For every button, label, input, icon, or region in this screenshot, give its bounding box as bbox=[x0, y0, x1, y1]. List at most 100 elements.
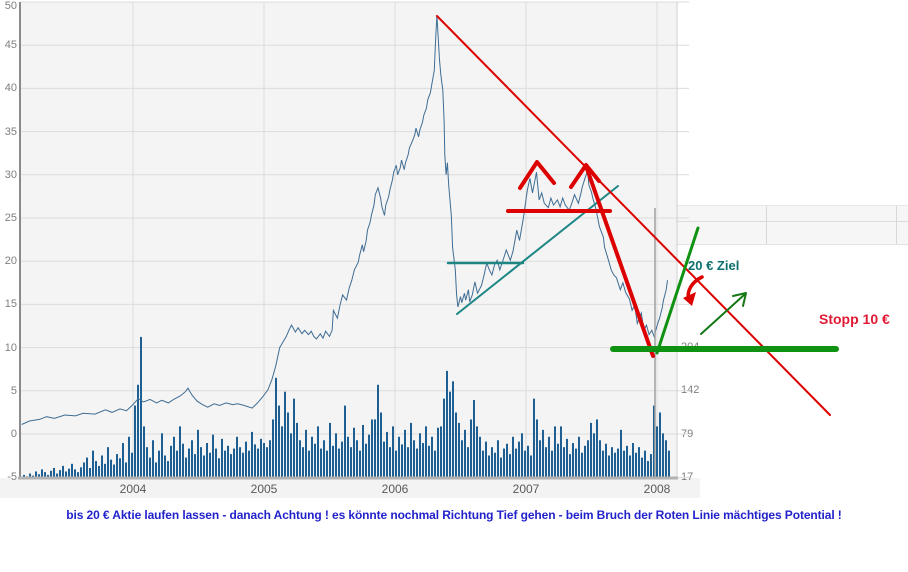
volume-bar bbox=[89, 467, 92, 478]
stop-loss-label: Stopp 10 € bbox=[819, 311, 890, 327]
y-axis-left-tick: 35 bbox=[4, 125, 17, 138]
gridlines bbox=[20, 1, 689, 478]
volume-bar bbox=[74, 469, 77, 478]
red-steep-line bbox=[584, 164, 655, 358]
volume-bar bbox=[313, 443, 316, 478]
volume-bar bbox=[185, 457, 188, 478]
volume-bar bbox=[490, 447, 493, 478]
volume-bar bbox=[251, 431, 254, 478]
volume-bar bbox=[484, 441, 487, 478]
volume-bar bbox=[385, 431, 388, 478]
volume-bar bbox=[487, 455, 490, 478]
volume-bar bbox=[370, 419, 373, 478]
volume-bar bbox=[248, 450, 251, 478]
y-axis-left-tick: 50 bbox=[4, 0, 17, 12]
volume-bar bbox=[343, 405, 346, 478]
volume-bar bbox=[493, 452, 496, 478]
volume-bar bbox=[565, 438, 568, 478]
volume-bar bbox=[526, 445, 529, 478]
volume-bar bbox=[146, 447, 149, 478]
volume-bar bbox=[155, 462, 158, 478]
teal-annotations bbox=[446, 185, 619, 315]
volume-bar bbox=[601, 450, 604, 478]
volume-bar bbox=[337, 448, 340, 478]
volume-bar bbox=[589, 422, 592, 478]
volume-bar bbox=[547, 436, 550, 478]
volume-bar bbox=[131, 452, 134, 478]
volume-bar bbox=[47, 474, 50, 478]
volume-bar bbox=[83, 462, 86, 478]
volume-bar bbox=[182, 443, 185, 478]
volume-bar bbox=[328, 422, 331, 478]
volume-bar bbox=[212, 434, 215, 478]
plot-area bbox=[20, 2, 677, 478]
volume-bar bbox=[400, 444, 403, 478]
volume-bar bbox=[655, 426, 658, 478]
volume-bar bbox=[227, 445, 230, 478]
volume-bar bbox=[502, 448, 505, 478]
volume-bar bbox=[448, 391, 451, 478]
volume-bar bbox=[277, 405, 280, 478]
volume-bar bbox=[140, 336, 143, 478]
volume-bar bbox=[661, 433, 664, 478]
volume-bar bbox=[242, 452, 245, 478]
volume-bar bbox=[634, 452, 637, 478]
volume-bar bbox=[514, 448, 517, 478]
volume-bar bbox=[355, 440, 358, 478]
volume-bar bbox=[535, 419, 538, 478]
volume-bar bbox=[152, 440, 155, 478]
volume-bar bbox=[245, 441, 248, 478]
volume-bar bbox=[508, 454, 511, 478]
volume-bar bbox=[173, 436, 176, 478]
volume-bar bbox=[215, 448, 218, 478]
volume-bar bbox=[505, 443, 508, 478]
volume-bar bbox=[553, 426, 556, 478]
green-up-arrow bbox=[700, 294, 745, 335]
volume-bar bbox=[86, 457, 89, 478]
volume-bar bbox=[619, 429, 622, 478]
volume-bar bbox=[325, 450, 328, 478]
volume-bar bbox=[421, 443, 424, 478]
volume-bar bbox=[158, 450, 161, 478]
volume-bar bbox=[472, 400, 475, 478]
volume-bar bbox=[71, 463, 74, 478]
volume-bar bbox=[529, 455, 532, 478]
volume-bar bbox=[511, 436, 514, 478]
volume-bar bbox=[478, 436, 481, 478]
volume-bar bbox=[280, 426, 283, 478]
volume-bar bbox=[577, 436, 580, 478]
y-axis-left-tick: 0 bbox=[10, 428, 17, 440]
volume-bar bbox=[203, 455, 206, 478]
x-axis-band bbox=[0, 478, 700, 498]
volume-bar bbox=[568, 454, 571, 478]
volume-bar bbox=[391, 426, 394, 478]
volume-bar bbox=[598, 440, 601, 478]
volume-bar bbox=[415, 448, 418, 478]
volume-bar bbox=[224, 450, 227, 478]
volume-bar bbox=[523, 450, 526, 478]
volume-bar bbox=[134, 405, 137, 478]
volume-bar bbox=[298, 440, 301, 478]
volume-bar bbox=[322, 440, 325, 478]
analysis-note: bis 20 € Aktie laufen lassen - danach Ac… bbox=[66, 508, 842, 522]
y-axis-left-tick: 20 bbox=[4, 255, 17, 268]
volume-bar bbox=[517, 441, 520, 478]
volume-bar bbox=[274, 377, 277, 478]
volume-bar bbox=[283, 391, 286, 478]
volume-bar bbox=[607, 455, 610, 478]
volume-bar bbox=[257, 448, 260, 478]
volume-bar bbox=[430, 436, 433, 478]
volume-bar bbox=[520, 433, 523, 478]
volume-bar bbox=[586, 440, 589, 478]
volume-bar bbox=[107, 447, 110, 478]
volume-bar bbox=[397, 436, 400, 478]
band-gridline-horizontal bbox=[677, 221, 908, 222]
volume-bar bbox=[463, 429, 466, 478]
volume-bar bbox=[268, 440, 271, 478]
volume-bar bbox=[412, 440, 415, 478]
volume-bar bbox=[379, 412, 382, 478]
volume-bar bbox=[424, 426, 427, 478]
